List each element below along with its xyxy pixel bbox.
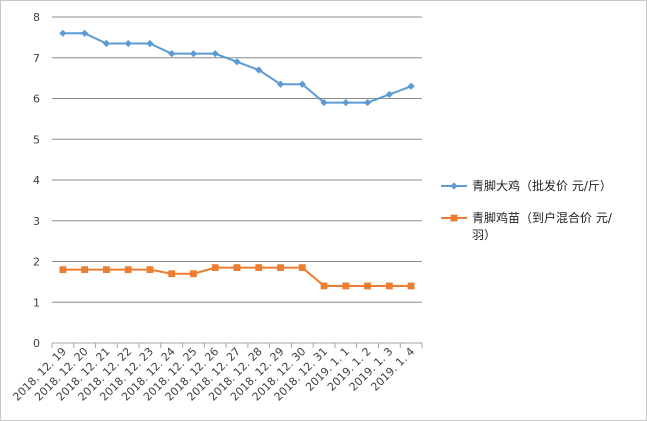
y-tick-label: 1 <box>33 296 40 309</box>
y-tick-label: 4 <box>33 174 40 187</box>
data-point <box>190 270 197 278</box>
data-point <box>81 266 89 274</box>
y-tick-label: 5 <box>33 133 40 146</box>
data-point <box>342 282 350 290</box>
data-point <box>255 66 263 74</box>
data-point <box>364 282 371 290</box>
y-tick-label: 0 <box>33 337 40 350</box>
data-point <box>342 98 350 107</box>
data-point <box>320 98 328 107</box>
legend-label: 青脚大鸡（批发价 元/斤） <box>472 178 612 193</box>
data-point <box>124 266 132 274</box>
gridlines <box>52 16 422 344</box>
legend-label: 青脚鸡苗（到户混合价 元/ <box>472 210 613 225</box>
data-point <box>407 82 415 90</box>
data-point <box>363 98 372 107</box>
data-point <box>298 264 306 272</box>
data-point <box>320 282 328 290</box>
legend-marker <box>450 214 458 222</box>
data-point <box>146 266 154 274</box>
data-point <box>189 50 198 58</box>
data-point <box>168 50 176 58</box>
x-axis <box>51 343 423 348</box>
data-point <box>233 58 241 66</box>
data-point <box>124 39 132 48</box>
data-point <box>385 282 393 290</box>
data-point <box>102 39 111 48</box>
data-point <box>233 264 241 272</box>
y-axis-tick-labels: 0 1 2 3 4 5 6 7 8 <box>33 11 40 350</box>
data-point <box>255 264 263 272</box>
y-tick-label: 8 <box>33 11 40 24</box>
data-point <box>276 80 285 88</box>
data-point <box>385 90 393 99</box>
data-point <box>81 29 89 37</box>
data-point <box>211 50 219 58</box>
legend-label: 羽） <box>472 228 496 242</box>
data-point <box>298 80 306 88</box>
y-tick-label: 7 <box>33 52 40 65</box>
data-point <box>59 29 67 37</box>
y-tick-label: 3 <box>33 215 40 228</box>
data-series <box>59 29 415 290</box>
data-point <box>277 264 284 272</box>
series-line <box>62 32 412 104</box>
data-point <box>168 270 176 278</box>
data-point <box>407 282 415 290</box>
data-point <box>59 266 67 274</box>
data-point <box>211 264 219 272</box>
y-tick-label: 6 <box>33 93 40 106</box>
legend-marker <box>450 182 458 190</box>
y-tick-label: 2 <box>33 256 40 269</box>
data-point <box>146 39 154 48</box>
legend: 青脚大鸡（批发价 元/斤） 青脚鸡苗（到户混合价 元/羽） <box>441 178 613 242</box>
data-point <box>103 266 110 274</box>
